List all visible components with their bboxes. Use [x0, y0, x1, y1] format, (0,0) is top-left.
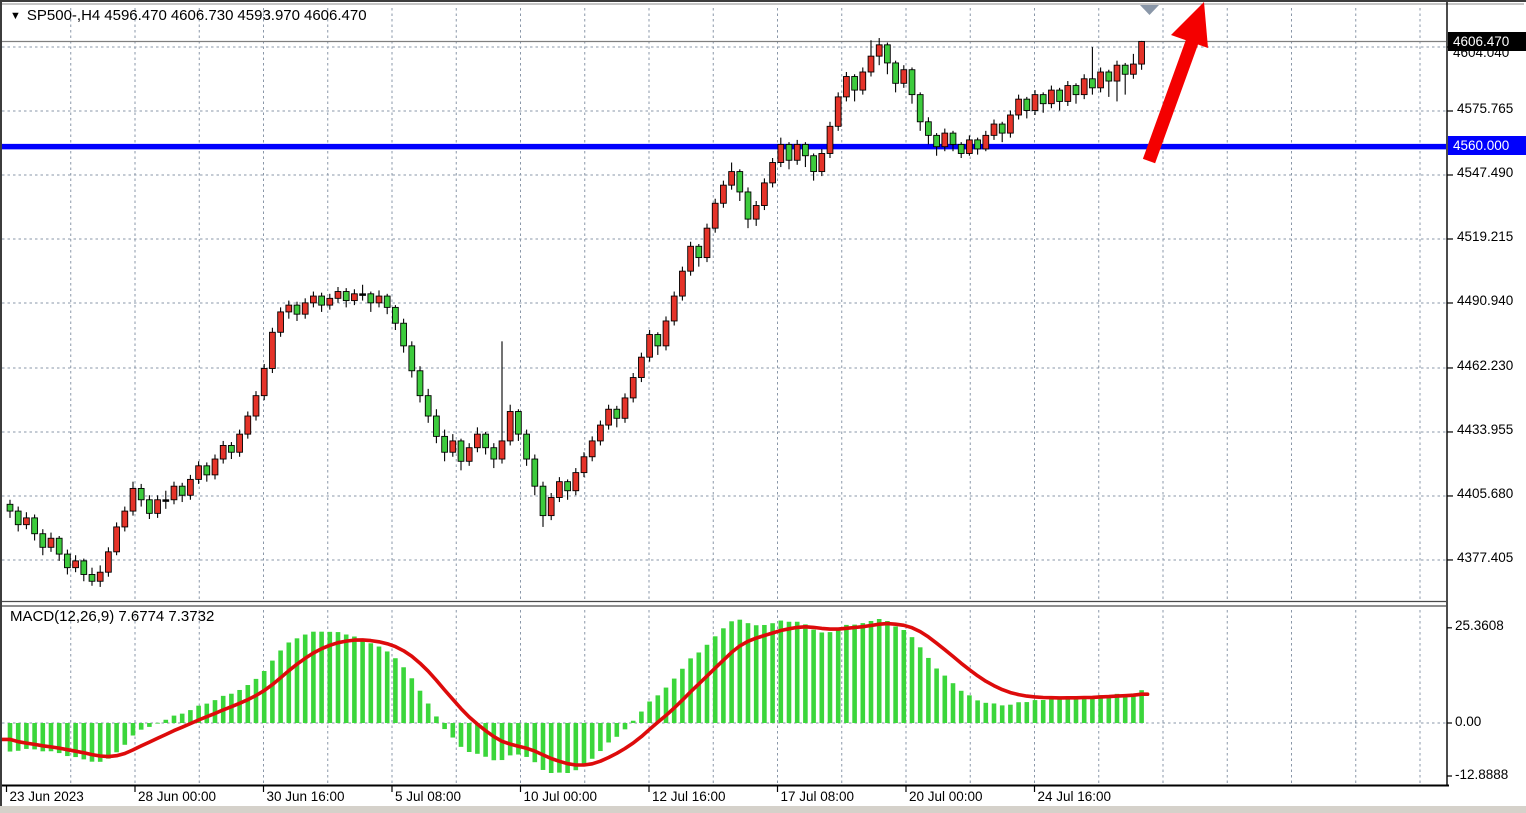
level-line-price-label: 4560.000 — [1448, 135, 1526, 155]
ohlc-close: 4606.470 — [304, 7, 367, 24]
current-price-label: 4606.470 — [1448, 31, 1526, 51]
time-axis-label: 5 Jul 08:00 — [395, 789, 462, 804]
price-axis-label: 4377.405 — [1457, 550, 1514, 566]
price-axis-label: 4462.230 — [1457, 358, 1514, 374]
window-border — [0, 0, 2, 806]
time-axis-label: 10 Jul 00:00 — [523, 789, 598, 804]
time-axis-label: 24 Jul 16:00 — [1037, 789, 1112, 804]
symbol-period-label: SP500-,H4 — [26, 7, 101, 24]
macd-axis-label: 0.00 — [1455, 713, 1482, 729]
symbol-collapse-icon: ▼ — [10, 10, 21, 22]
ohlc-high: 4606.730 — [170, 7, 234, 24]
macd-axis-label: 25.3608 — [1455, 618, 1504, 634]
macd-axis-label: -12.8888 — [1455, 766, 1509, 782]
object-anchor-triangle-icon[interactable] — [1140, 5, 1159, 15]
price-axis-label: 4490.940 — [1457, 293, 1514, 309]
ohlc-open: 4596.470 — [104, 7, 167, 24]
time-axis-label: 17 Jul 08:00 — [780, 789, 855, 804]
time-axis-label: 12 Jul 16:00 — [652, 789, 726, 804]
price-axis-label-partial: 4604.040 — [1453, 50, 1510, 59]
macd-indicator-label: MACD(12,26,9) 7.6774 7.3732 — [10, 608, 215, 625]
chart-header: ▼ SP500-,H4 4596.470 4606.730 4593.970 4606.4… — [10, 7, 371, 24]
price-axis-label: 4433.955 — [1457, 422, 1514, 438]
time-axis-label: 20 Jul 00:00 — [909, 789, 983, 804]
price-axis-label: 4519.215 — [1457, 229, 1514, 245]
price-axis-label: 4575.765 — [1457, 101, 1514, 117]
price-axis-label: 4547.490 — [1457, 165, 1514, 181]
time-axis-label: 23 Jun 2023 — [9, 789, 84, 804]
price-axis-label: 4405.680 — [1457, 486, 1514, 502]
window-border — [0, 0, 1526, 2]
time-axis-label: 30 Jun 16:00 — [266, 789, 345, 804]
ohlc-low: 4593.970 — [237, 7, 300, 24]
window-bottom-strip — [0, 806, 1526, 813]
trend-arrow[interactable] — [1142, 2, 1208, 164]
time-axis-label: 28 Jun 00:00 — [138, 789, 217, 804]
